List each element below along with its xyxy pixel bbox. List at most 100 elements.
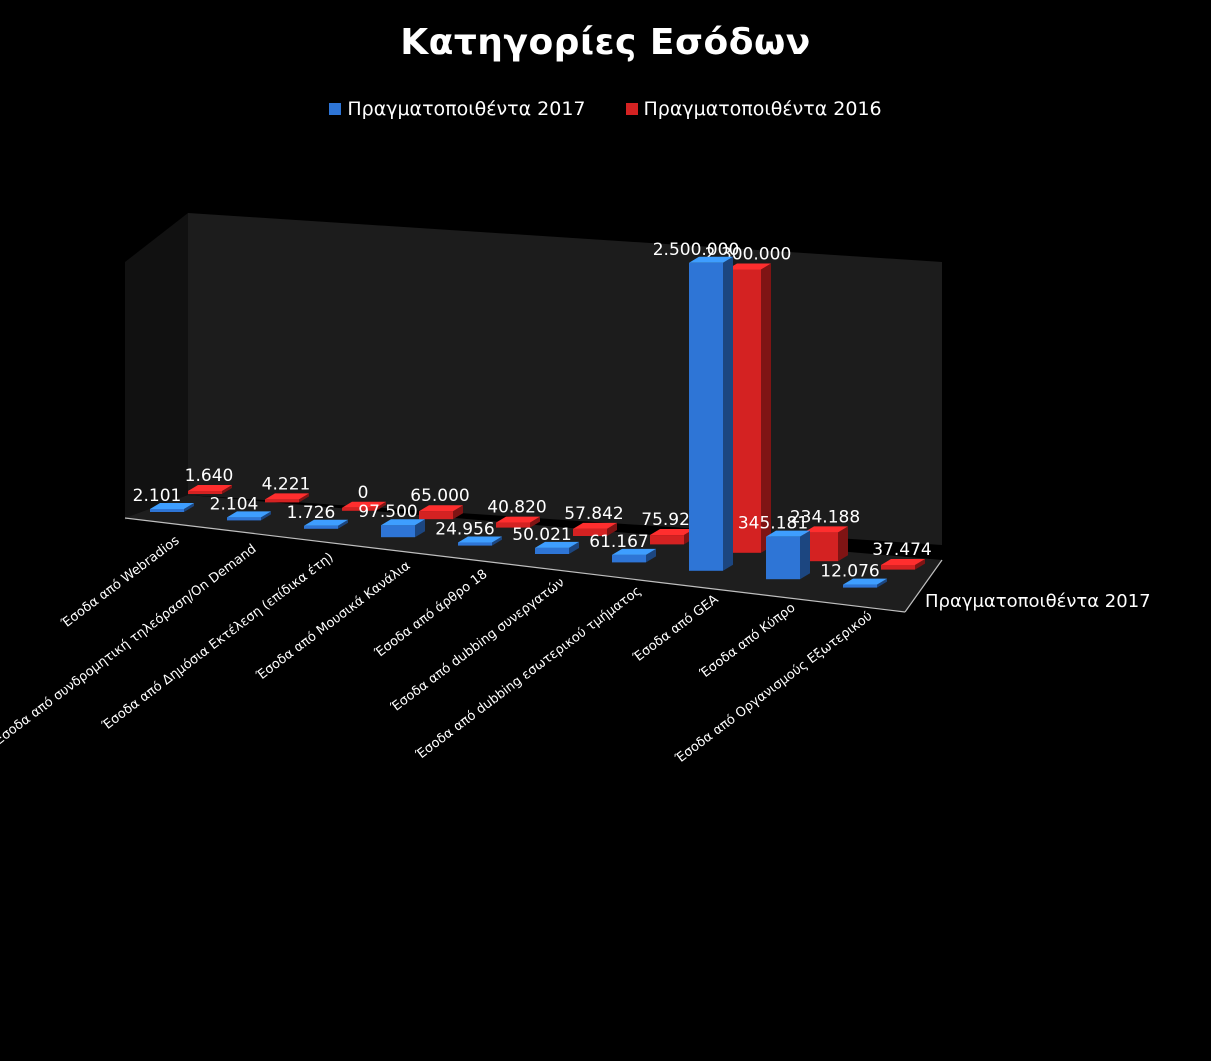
bar-face [496, 522, 530, 528]
bar-top [227, 511, 271, 518]
bar-face [689, 262, 723, 571]
legend-label-2017: Πραγματοποιθέντα 2017 [347, 98, 586, 120]
bar-top [150, 503, 194, 509]
bar-side [261, 511, 271, 521]
bar-top [496, 516, 540, 523]
category-label-6: Έσοδα από dubbing συνεργατών [388, 575, 568, 716]
bar-top [458, 536, 502, 543]
bar-2016-5 [496, 516, 540, 528]
bar-side [607, 522, 617, 536]
side-wall [125, 213, 188, 520]
data-label-2016-10: 37.474 [872, 540, 931, 560]
bar-top [727, 263, 771, 270]
data-label-2016-1: 1.640 [185, 466, 234, 486]
bar-top [881, 558, 925, 565]
legend-swatch-2016 [625, 103, 638, 115]
bar-2017-4 [381, 519, 425, 538]
bar-face [650, 535, 684, 545]
bar-face [150, 509, 184, 512]
bar-top [843, 578, 887, 585]
floor-right-edge [904, 559, 943, 613]
bar-side [530, 516, 540, 528]
data-label-2016-4: 65.000 [410, 486, 469, 506]
bar-face [881, 564, 915, 570]
bar-face [535, 547, 569, 554]
bar-face [381, 525, 415, 538]
data-label-2017-3: 1.726 [287, 503, 336, 523]
legend-label-2016: Πραγματοποιθέντα 2016 [643, 98, 882, 120]
bar-top [419, 505, 463, 512]
bar-side [222, 485, 232, 494]
bar-face [458, 542, 492, 546]
bar-side [877, 578, 887, 588]
bar-top [689, 256, 733, 263]
bar-face [573, 528, 607, 536]
bar-side [299, 493, 309, 503]
bar-side [376, 501, 386, 511]
bar-side [800, 530, 810, 580]
bar-face [766, 536, 800, 580]
bar-face [843, 584, 877, 588]
bar-top [535, 541, 579, 548]
bar-top [612, 548, 656, 555]
bar-top [766, 530, 810, 537]
bar-side [415, 519, 425, 538]
bar-2017-9 [766, 530, 810, 580]
bar-side [184, 503, 194, 512]
data-label-2017-2: 2.104 [210, 494, 259, 514]
bar-2016-8 [727, 263, 771, 553]
data-label-2017-4: 97.500 [358, 502, 417, 522]
bar-2017-8 [689, 256, 733, 571]
data-label-2017-9: 345.181 [738, 514, 808, 534]
bar-2016-10 [881, 558, 925, 570]
bar-face [342, 507, 376, 511]
bar-face [227, 517, 261, 521]
bar-side [569, 541, 579, 554]
chart-legend: Πραγματοποιθέντα 2017 Πραγματοποιθέντα 2… [0, 98, 1211, 120]
bar-side [723, 256, 733, 571]
data-label-2017-6: 50.021 [512, 525, 571, 545]
bar-face [265, 499, 299, 503]
depth-axis-label: Πραγματοποιθέντα 2017 [925, 591, 1151, 612]
bar-2016-7 [650, 529, 694, 545]
bar-top [342, 501, 386, 508]
data-label-2016-9: 234.188 [790, 507, 860, 527]
category-label-10: Έσοδα από Οργανισμούς Εξωτερικού [672, 609, 875, 767]
bar-side [761, 263, 771, 553]
bar-side [646, 548, 656, 563]
data-label-2017-1: 2.101 [133, 486, 182, 506]
data-label-2016-6: 57.842 [564, 504, 623, 524]
bar-top [650, 529, 694, 536]
bar-2017-5 [458, 536, 502, 546]
bar-top [381, 519, 425, 526]
bar-2017-1 [150, 503, 194, 512]
category-label-9: Έσοδα από Κύπρο [697, 600, 799, 682]
bar-2017-2 [227, 511, 271, 521]
bar-2016-4 [419, 505, 463, 520]
data-label-2017-8: 2.500.000 [653, 240, 740, 260]
bar-face [419, 511, 453, 520]
bar-2016-2 [265, 493, 309, 503]
bar-side [453, 505, 463, 520]
bar-2016-3 [342, 501, 386, 511]
bar-side [338, 519, 348, 529]
bar-face [188, 491, 222, 494]
data-label-2016-2: 4.221 [262, 474, 311, 494]
bar-2017-6 [535, 541, 579, 554]
bar-top [188, 485, 232, 491]
bar-top [573, 522, 617, 529]
bar-2016-1 [188, 485, 232, 494]
data-label-2016-5: 40.820 [487, 498, 546, 518]
bar-2017-10 [843, 578, 887, 588]
bar-2016-6 [573, 522, 617, 536]
bar-side [915, 558, 925, 570]
floor-front-edge [124, 517, 906, 613]
bar-face [612, 554, 646, 563]
bar-side [838, 526, 848, 562]
data-label-2016-3: 0 [358, 483, 369, 503]
bar-top [265, 493, 309, 500]
bar-top [804, 526, 848, 533]
bar-top [304, 519, 348, 526]
